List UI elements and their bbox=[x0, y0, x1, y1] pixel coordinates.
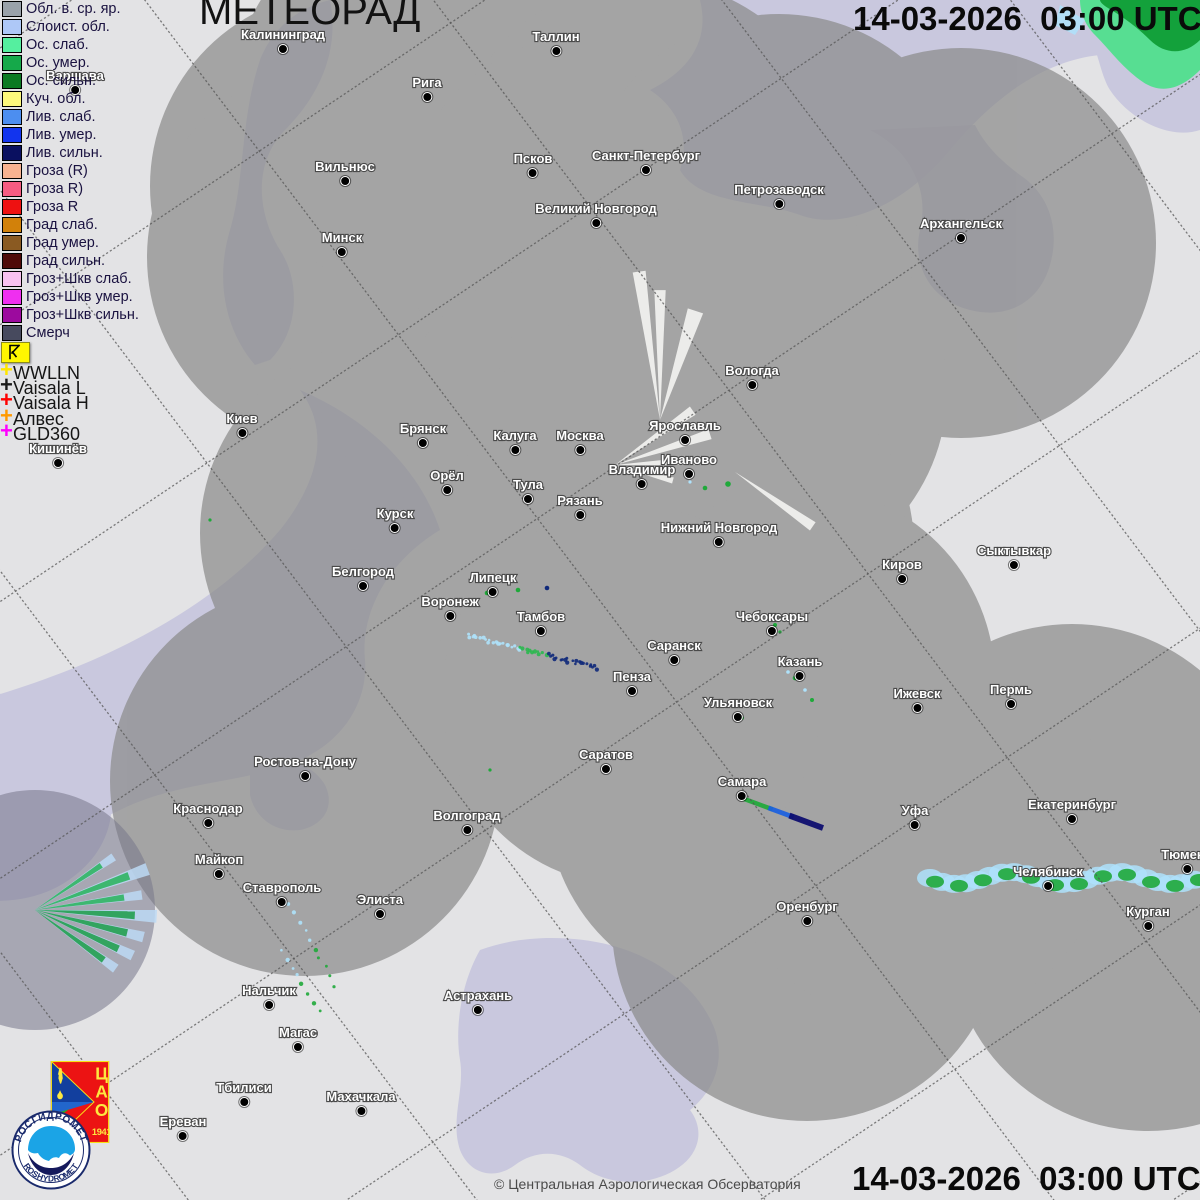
svg-text:А: А bbox=[95, 1082, 107, 1102]
svg-text:1941: 1941 bbox=[92, 1127, 110, 1137]
svg-text:Ц: Ц bbox=[95, 1063, 108, 1083]
svg-text:О: О bbox=[95, 1100, 108, 1120]
